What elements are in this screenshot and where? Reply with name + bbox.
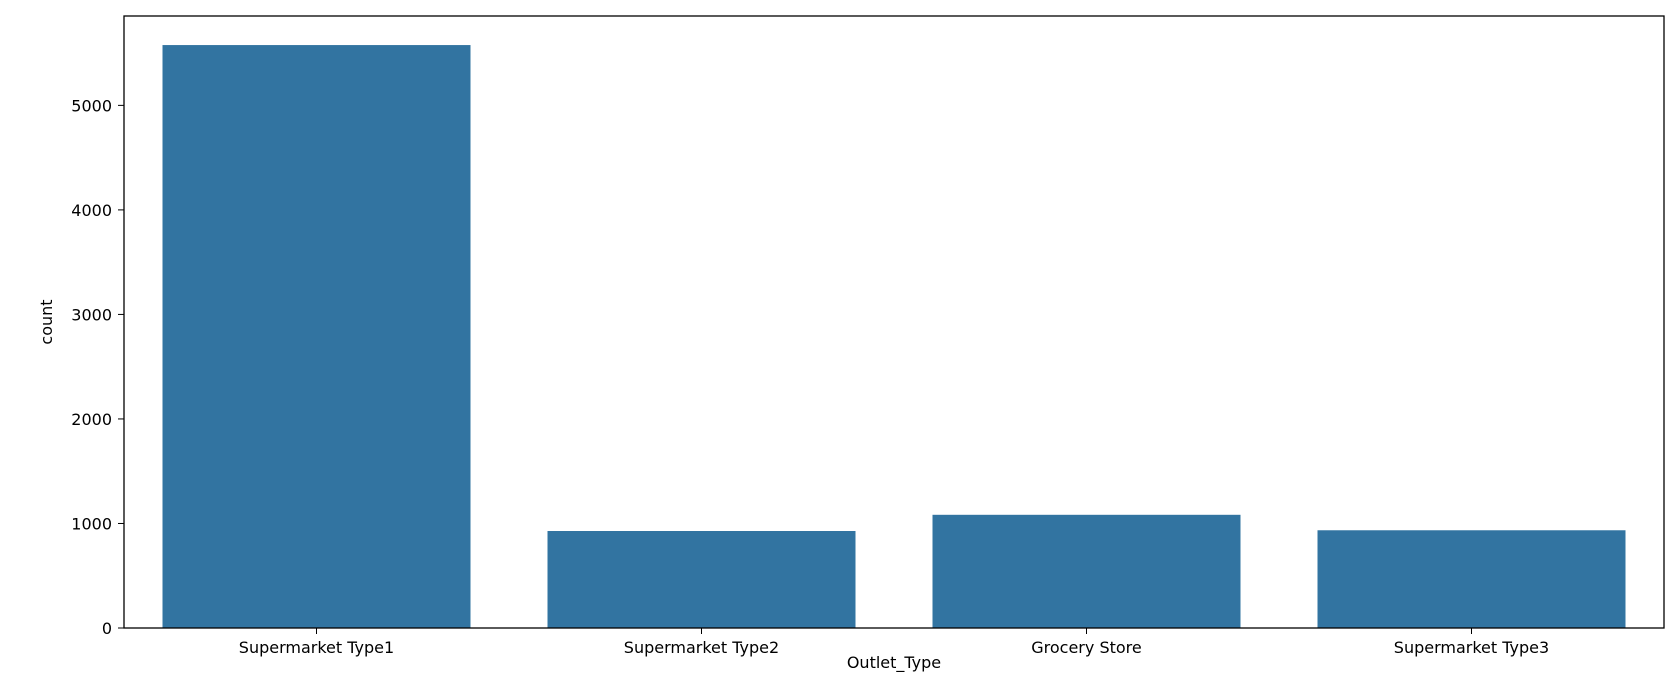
y-axis-label: count [37,299,56,344]
bar-supermarket-type3 [1317,530,1626,628]
y-tick-label: 0 [102,619,112,638]
x-tick-label: Supermarket Type2 [624,638,779,657]
x-tick-label: Supermarket Type1 [239,638,394,657]
y-tick-label: 5000 [71,96,112,115]
x-tick-label: Supermarket Type3 [1394,638,1549,657]
x-axis-ticks: Supermarket Type1 Supermarket Type2 Grocer… [239,628,1549,657]
bar-grocery-store [932,514,1241,628]
x-axis-label: Outlet_Type [847,653,941,673]
y-axis-ticks: 0 1000 2000 3000 4000 5000 [71,96,124,638]
y-tick-label: 3000 [71,305,112,324]
x-tick-label: Grocery Store [1031,638,1141,657]
y-tick-label: 4000 [71,201,112,220]
y-tick-label: 1000 [71,514,112,533]
plot-area-frame [123,15,1665,629]
bar-supermarket-type1 [162,45,471,629]
bars-group [162,45,1626,629]
bar-supermarket-type2 [547,530,856,628]
y-tick-label: 2000 [71,410,112,429]
